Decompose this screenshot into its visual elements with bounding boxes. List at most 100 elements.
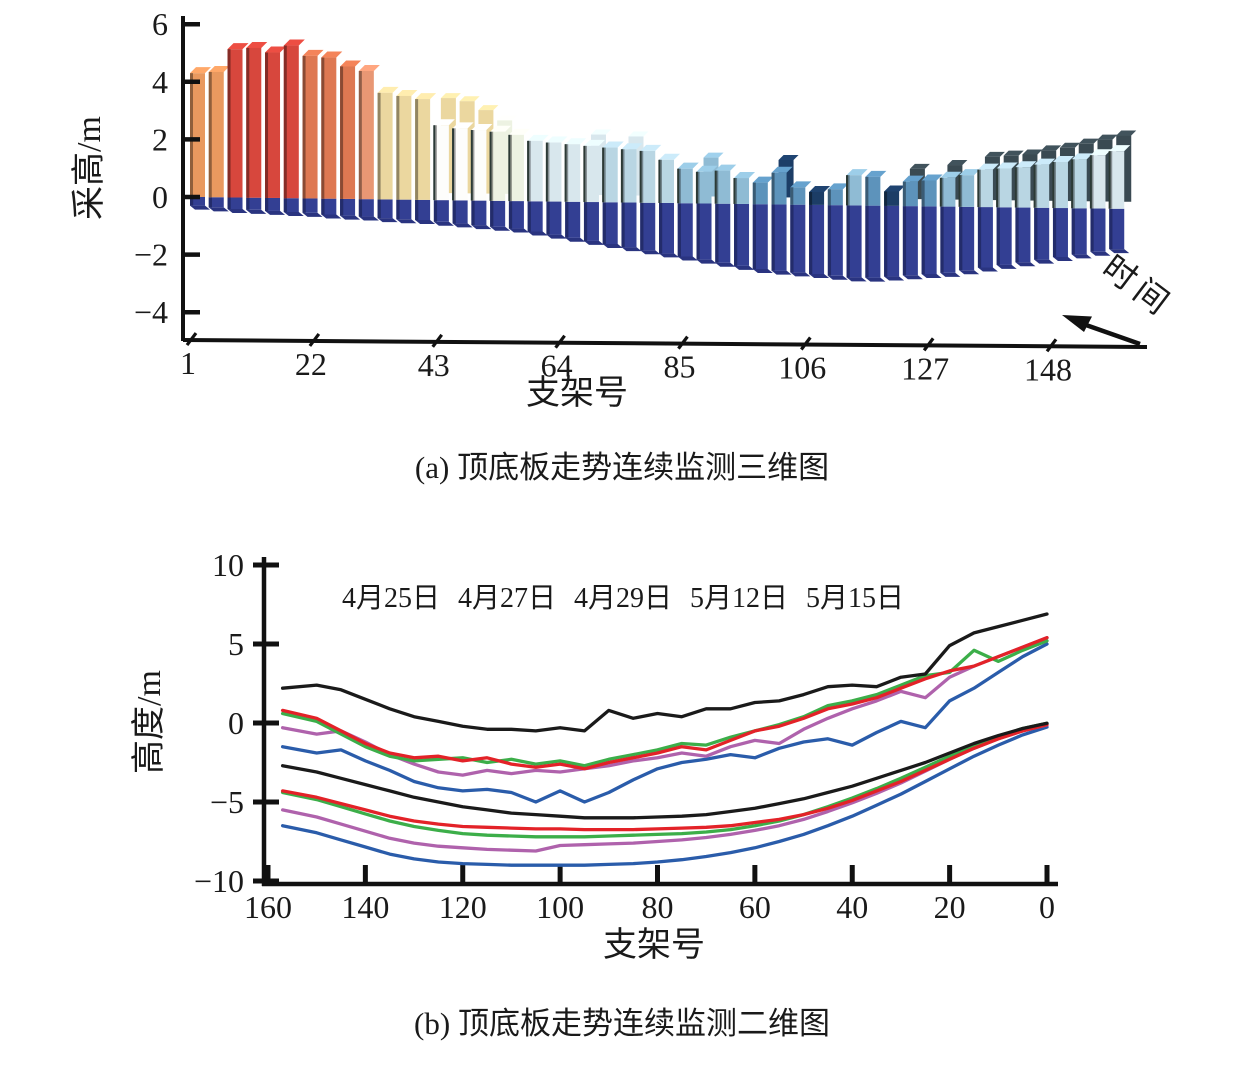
bar-roof-top <box>527 134 549 141</box>
x-tick-label: 148 <box>1024 351 1072 387</box>
bar-roof-side <box>471 130 475 201</box>
bar-floor-side <box>321 198 325 215</box>
bar-roof <box>902 181 918 207</box>
bar-floor <box>1109 208 1125 250</box>
bar-floor <box>283 198 299 213</box>
bar-floor <box>190 197 205 206</box>
bar-floor-side <box>227 197 231 209</box>
bar-floor-bottom <box>190 205 210 210</box>
bar-floor-side <box>283 198 287 213</box>
x-tick-label: 43 <box>418 347 450 383</box>
bar-roof-side <box>921 180 925 207</box>
bar-roof-top <box>1109 145 1131 152</box>
bar-group <box>208 65 230 212</box>
bar-roof-side <box>696 171 700 204</box>
bar-floor-side <box>302 198 306 213</box>
bar-floor-side <box>677 203 681 257</box>
x-tick-label: 127 <box>901 350 949 386</box>
bar-roof-side <box>227 49 231 198</box>
bar-group <box>921 174 943 279</box>
bar-roof <box>433 125 449 201</box>
x-tick-label: 40 <box>836 889 868 925</box>
bar-floor <box>452 200 468 224</box>
bar-roof <box>940 177 956 207</box>
bar-roof <box>734 178 750 204</box>
x-tick-label: 64 <box>541 348 573 384</box>
bar-floor-side <box>846 205 850 278</box>
bar-group <box>564 138 587 242</box>
bar-group <box>884 185 906 281</box>
bar-roof <box>1090 155 1106 209</box>
bar-floor <box>208 197 224 208</box>
bar-group <box>602 141 624 249</box>
bar-back-top <box>497 115 518 121</box>
bar-roof-edge <box>470 130 473 201</box>
bar-floor <box>715 203 731 263</box>
bar-floor-side <box>696 203 700 260</box>
line-5月12日-底板 <box>280 721 1049 820</box>
bar-floor <box>1034 207 1050 260</box>
bar-group <box>827 183 849 280</box>
x-tick <box>677 335 689 350</box>
bar-floor <box>377 199 393 219</box>
bar-floor-bottom <box>1034 259 1055 264</box>
bar-roof-top <box>977 163 999 170</box>
bar-group <box>846 169 868 282</box>
line-4月29日-顶板 <box>280 636 1049 777</box>
bar-floor-side <box>715 203 719 263</box>
bar-roof-top <box>809 185 831 192</box>
bar-floor <box>827 205 843 276</box>
bar-roof-side <box>827 189 831 206</box>
bar-roof-edge <box>1071 159 1074 209</box>
bar-floor-bottom <box>640 250 661 255</box>
bar-roof-side <box>865 176 869 206</box>
x-tick-label: 22 <box>295 346 327 382</box>
bar-floor <box>415 199 431 221</box>
bar-roof-side <box>377 92 381 200</box>
bar-back-top <box>778 155 799 160</box>
bar-back-top <box>1041 145 1062 151</box>
bar-roof-edge <box>733 178 736 204</box>
x-tick <box>1045 338 1058 353</box>
bar-roof-top <box>771 166 793 173</box>
line-5月15日-底板 <box>280 722 1049 832</box>
bar-floor-bottom <box>1109 249 1130 254</box>
bar-floor-side <box>940 206 944 273</box>
x-tick-label: 80 <box>641 889 673 925</box>
bar-back-top <box>947 160 968 166</box>
bar-floor-side <box>377 199 381 219</box>
bar-roof-top <box>621 143 643 150</box>
bar-back-top <box>1116 130 1137 136</box>
x-tick <box>431 333 444 348</box>
bar-back-top <box>590 129 611 135</box>
bar-floor-side <box>246 197 250 210</box>
bar-floor <box>265 197 281 211</box>
bar-floor-side <box>1052 208 1057 257</box>
bar-floor <box>433 200 449 222</box>
bar-roof <box>302 55 318 199</box>
bar-floor-bottom <box>677 256 698 261</box>
y-tick-label: 5 <box>228 626 244 662</box>
legend-item: 5月15日 <box>806 583 904 614</box>
bar-floor-bottom <box>565 237 586 242</box>
bar-floor-bottom <box>959 270 980 275</box>
bar-group <box>302 49 324 217</box>
bar-roof-side <box>452 128 456 201</box>
y-tick-label: 10 <box>212 547 244 583</box>
bar-group <box>377 86 399 223</box>
bar-floor-side <box>602 202 606 245</box>
bar-roof <box>471 130 487 201</box>
bar-roof-top <box>227 43 249 50</box>
bar-roof <box>865 176 881 206</box>
bar-floor <box>246 197 262 210</box>
bar-floor-bottom <box>977 267 998 272</box>
bar-roof-top <box>1090 149 1112 156</box>
bar-group <box>321 51 343 219</box>
x-tick <box>185 332 198 346</box>
bar-back-top <box>1022 149 1043 155</box>
bar-roof-top <box>865 170 887 177</box>
bar-group <box>809 185 831 279</box>
bar-floor-bottom <box>1090 251 1111 256</box>
bar-roof-top <box>321 51 343 58</box>
bar-floor-side <box>827 205 832 276</box>
